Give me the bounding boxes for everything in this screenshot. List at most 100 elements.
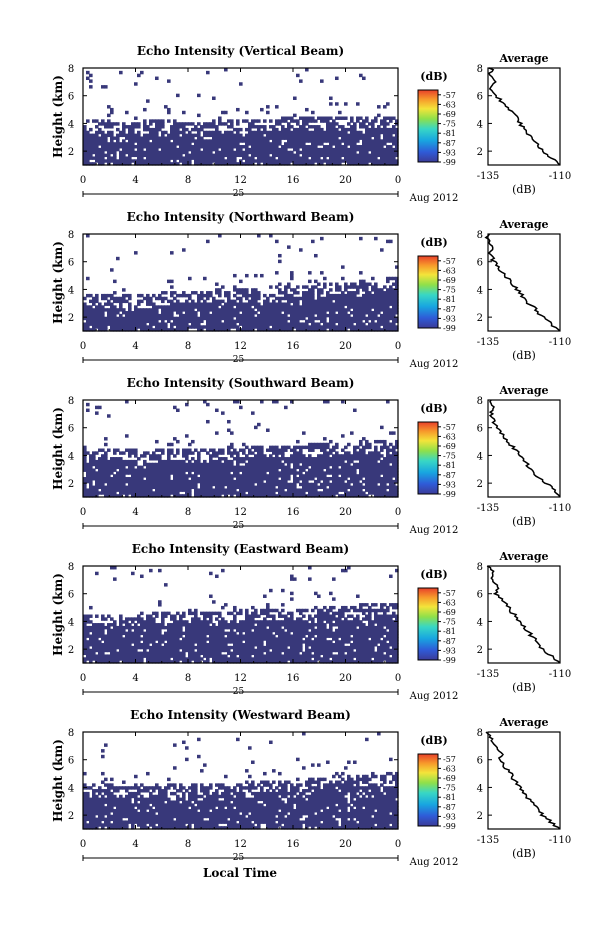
echo-cell <box>134 82 138 86</box>
echo-cell <box>305 319 309 324</box>
echo-cell <box>191 479 195 484</box>
echo-cell <box>203 305 207 309</box>
echo-cell <box>299 474 303 478</box>
echo-cell <box>119 648 123 653</box>
echo-cell <box>113 448 117 452</box>
echo-cell <box>368 136 372 140</box>
echo-cell <box>329 153 333 158</box>
echo-cell <box>341 276 345 281</box>
echo-cell <box>209 488 213 492</box>
echo-cell <box>305 459 309 464</box>
echo-cell <box>143 482 147 487</box>
echo-cell <box>230 454 234 458</box>
echo-cell <box>380 156 384 160</box>
echo-cell <box>89 328 93 332</box>
echo-cell <box>197 471 201 475</box>
echo-cell <box>332 125 336 129</box>
echo-cell <box>149 299 153 304</box>
echo-cell <box>353 139 357 143</box>
echo-cell <box>320 457 324 461</box>
echo-cell <box>227 156 231 160</box>
echo-cell <box>128 316 132 321</box>
echo-cell <box>290 159 294 163</box>
echo-cell <box>167 308 171 312</box>
echo-cell <box>308 316 312 321</box>
echo-cell <box>149 130 153 135</box>
echo-cell <box>188 293 192 298</box>
echo-cell <box>296 302 300 306</box>
echo-cell <box>131 136 135 140</box>
echo-cell <box>149 162 153 166</box>
echo-cell <box>275 122 279 126</box>
echo-cell <box>389 145 393 149</box>
echo-cell <box>344 488 348 492</box>
echo-cell <box>128 471 132 475</box>
echo-cell <box>107 322 111 326</box>
echo-cell <box>293 153 297 158</box>
echo-cell <box>179 302 183 306</box>
echo-cell <box>113 566 117 570</box>
echo-cell <box>125 617 129 621</box>
echo-cell <box>263 477 267 481</box>
echo-cell <box>362 147 366 152</box>
echo-cell <box>308 448 312 452</box>
echo-cell <box>365 302 369 306</box>
echo-cell <box>209 162 213 166</box>
echo-cell <box>353 130 357 135</box>
echo-cell <box>269 448 273 452</box>
echo-cell <box>92 462 96 467</box>
echo-cell <box>263 488 267 492</box>
echo-cell <box>239 279 243 284</box>
echo-cell <box>287 299 291 304</box>
echo-cell <box>143 648 147 653</box>
echo-cell <box>344 302 348 306</box>
echo-cell <box>395 319 399 324</box>
echo-cell <box>302 431 306 435</box>
echo-cell <box>233 485 237 490</box>
echo-cell <box>317 296 321 301</box>
echo-cell <box>257 328 261 332</box>
echo-cell <box>263 494 267 498</box>
echo-cell <box>395 136 399 140</box>
echo-cell <box>371 145 375 149</box>
echo-cell <box>269 488 273 492</box>
echo-cell <box>197 293 201 298</box>
echo-cell <box>146 142 150 146</box>
echo-cell <box>287 156 291 160</box>
echo-cell <box>350 147 354 152</box>
echo-cell <box>98 640 102 644</box>
echo-cell <box>122 651 126 656</box>
echo-cell <box>203 313 207 318</box>
echo-cell <box>281 316 285 321</box>
echo-cell <box>257 422 261 427</box>
echo-cell <box>182 150 186 155</box>
echo-cell <box>128 637 132 641</box>
echo-cell <box>263 485 267 490</box>
echo-cell <box>353 293 357 298</box>
echo-cell <box>272 457 276 461</box>
echo-cell <box>146 316 150 321</box>
echo-cell <box>332 479 336 484</box>
echo-cell <box>320 471 324 475</box>
echo-cell <box>86 325 90 329</box>
echo-cell <box>137 640 141 644</box>
echo-cell <box>347 471 351 475</box>
echo-cell <box>107 634 111 638</box>
echo-cell <box>149 296 153 301</box>
echo-cell <box>197 325 201 329</box>
echo-cell <box>170 133 174 138</box>
echo-cell <box>254 296 258 301</box>
echo-cell <box>386 316 390 321</box>
echo-cell <box>371 288 375 292</box>
echo-cell <box>176 156 180 160</box>
echo-cell <box>107 130 111 135</box>
echo-cell <box>338 305 342 309</box>
echo-cell <box>125 485 129 490</box>
echo-cell <box>83 454 87 458</box>
echo-cell <box>344 445 348 450</box>
echo-cell <box>200 479 204 484</box>
echo-cell <box>296 454 300 458</box>
echo-cell <box>122 316 126 321</box>
echo-cell <box>359 73 363 78</box>
echo-cell <box>311 150 315 155</box>
